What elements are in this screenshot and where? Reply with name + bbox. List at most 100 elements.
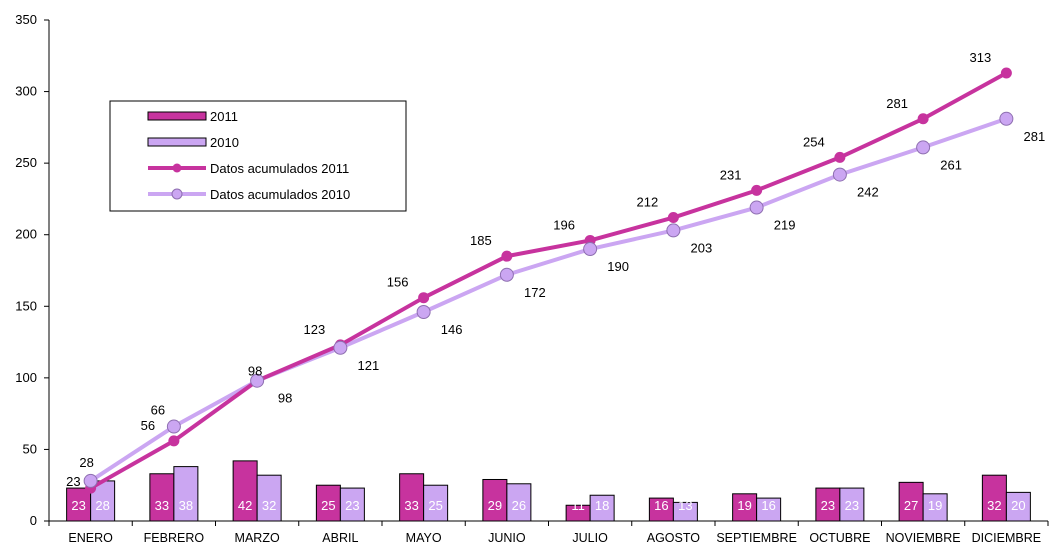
data-label-acumulado-2011: 185 xyxy=(470,233,492,248)
point-acumulado-2010 xyxy=(333,340,348,355)
bar-label-2010: 25 xyxy=(428,498,442,513)
x-tick-label: MAYO xyxy=(406,531,442,545)
y-tick-label: 50 xyxy=(23,441,37,456)
data-label-acumulado-2011: 123 xyxy=(304,322,326,337)
data-label-acumulado-2011: 281 xyxy=(886,96,908,111)
bar-label-2010: 26 xyxy=(512,498,526,513)
point-acumulado-2010 xyxy=(499,267,514,282)
data-label-acumulado-2011: 56 xyxy=(141,418,155,433)
bar-label-2011: 42 xyxy=(238,498,252,513)
y-tick-label: 300 xyxy=(15,84,37,99)
x-tick-label: JULIO xyxy=(572,531,608,545)
bar-2011 xyxy=(815,487,841,522)
data-label-acumulado-2011: 98 xyxy=(248,364,262,379)
data-label-acumulado-2010: 98 xyxy=(278,391,292,406)
bar-label-2011: 32 xyxy=(987,498,1001,513)
data-label-acumulado-2010: 242 xyxy=(857,185,879,200)
point-acumulado-2010 xyxy=(999,111,1014,126)
bar-2011 xyxy=(149,473,175,522)
data-label-acumulado-2010: 281 xyxy=(1024,129,1046,144)
x-tick-label: DICIEMBRE xyxy=(972,531,1041,545)
x-tick-label: NOVIEMBRE xyxy=(886,531,961,545)
line-acumulado-2011 xyxy=(89,71,1008,490)
x-tick-label: JUNIO xyxy=(488,531,526,545)
bar-label-2011: 27 xyxy=(904,498,918,513)
y-tick-label: 150 xyxy=(15,298,37,313)
legend: 2011 2010 Datos acumulados 2011 Datos acumu… xyxy=(109,100,407,212)
bar-2010 xyxy=(756,497,782,522)
bar-2010 xyxy=(922,493,948,522)
legend-swatch-marker xyxy=(172,163,182,173)
data-label-acumulado-2010: 203 xyxy=(691,240,713,255)
bar-label-2011: 29 xyxy=(488,498,502,513)
data-label-acumulado-2010: 261 xyxy=(940,157,962,172)
bar-2011 xyxy=(232,460,258,522)
point-acumulado-2011 xyxy=(751,184,763,196)
legend-label: 2010 xyxy=(210,135,239,150)
legend-label: Datos acumulados 2010 xyxy=(210,187,350,202)
point-acumulado-2010 xyxy=(666,223,681,238)
point-acumulado-2010 xyxy=(83,473,98,488)
data-label-acumulado-2011: 196 xyxy=(553,217,575,232)
y-tick-label: 350 xyxy=(15,12,37,27)
data-label-acumulado-2010: 121 xyxy=(358,358,380,373)
point-acumulado-2010 xyxy=(250,373,265,388)
bar-label-2011: 33 xyxy=(155,498,169,513)
bar-label-2011: 23 xyxy=(821,498,835,513)
legend-swatch-marker xyxy=(171,188,183,200)
bar-label-2010: 16 xyxy=(761,498,775,513)
bar-label-2010: 20 xyxy=(1011,498,1025,513)
bar-2011 xyxy=(315,484,341,522)
bar-label-2010: 28 xyxy=(95,498,109,513)
x-tick-label: OCTUBRE xyxy=(809,531,870,545)
bar-2010 xyxy=(839,487,865,522)
axes: 0 50 100 150 200 250 300 350 ENERO FEBRERO MARZO AB… xyxy=(15,12,1049,545)
bar-2011 xyxy=(66,487,92,522)
data-label-acumulado-2010: 66 xyxy=(151,403,165,418)
point-acumulado-2011 xyxy=(168,435,180,447)
bar-label-2011: 33 xyxy=(404,498,418,513)
bar-label-2011: 23 xyxy=(71,498,85,513)
bar-2010 xyxy=(1005,491,1031,522)
legend-label: 2011 xyxy=(210,109,238,124)
point-acumulado-2010 xyxy=(749,200,764,215)
data-label-acumulado-2010: 146 xyxy=(441,322,463,337)
data-label-acumulado-2011: 254 xyxy=(803,134,825,149)
legend-swatch-bar xyxy=(147,137,207,147)
data-label-acumulado-2011: 212 xyxy=(637,195,659,210)
point-acumulado-2010 xyxy=(916,140,931,155)
labels: 23 56 98 123 156 185 196 212 231 254 281 313 28 66 98 1… xyxy=(66,50,1045,489)
bar-2010 xyxy=(173,466,199,522)
x-tick-label: ABRIL xyxy=(322,531,358,545)
y-tick-label: 100 xyxy=(15,370,37,385)
point-acumulado-2011 xyxy=(917,113,929,125)
point-acumulado-2011 xyxy=(834,151,846,163)
bar-2010 xyxy=(506,483,532,522)
x-tick-label: AGOSTO xyxy=(647,531,701,545)
bar-2010 xyxy=(672,501,698,522)
point-acumulado-2011 xyxy=(1000,67,1012,79)
y-tick-label: 0 xyxy=(30,513,37,528)
x-tick-label: FEBRERO xyxy=(144,531,205,545)
point-acumulado-2010 xyxy=(166,419,181,434)
bar-label-2011: 19 xyxy=(737,498,751,513)
bar-label-2010: 23 xyxy=(845,498,859,513)
data-label-acumulado-2011: 231 xyxy=(720,167,742,182)
point-acumulado-2010 xyxy=(416,305,431,320)
bar-2010 xyxy=(423,484,449,522)
data-label-acumulado-2010: 172 xyxy=(524,285,546,300)
bar-label-2011: 16 xyxy=(654,498,668,513)
bar-2011 xyxy=(399,473,425,522)
lines xyxy=(83,67,1014,494)
x-tick-label: SEPTIEMBRE xyxy=(716,531,797,545)
y-tick-label: 200 xyxy=(15,227,37,242)
bar-label-2011: 11 xyxy=(571,498,585,513)
point-acumulado-2011 xyxy=(501,250,513,262)
point-acumulado-2010 xyxy=(583,242,598,257)
legend-label: Datos acumulados 2011 xyxy=(210,161,349,176)
bar-2010 xyxy=(339,487,365,522)
bar-label-2010: 18 xyxy=(595,498,609,513)
bar-label-2010: 13 xyxy=(678,498,692,513)
